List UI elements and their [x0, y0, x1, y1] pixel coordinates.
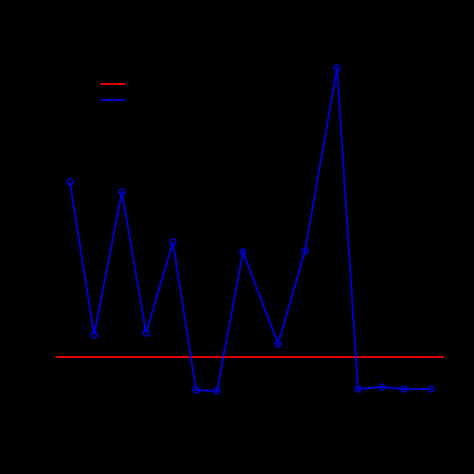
point	[427, 385, 435, 393]
series-line	[68, 67, 432, 393]
point	[333, 64, 341, 72]
point	[90, 331, 98, 339]
point	[192, 386, 200, 394]
point	[378, 383, 386, 391]
point	[354, 385, 362, 393]
point	[301, 247, 309, 255]
point	[118, 188, 126, 196]
point	[213, 387, 221, 395]
point	[142, 329, 150, 337]
point	[400, 385, 408, 393]
point	[66, 178, 74, 186]
point	[169, 238, 177, 246]
point	[274, 340, 282, 348]
point	[239, 248, 247, 256]
